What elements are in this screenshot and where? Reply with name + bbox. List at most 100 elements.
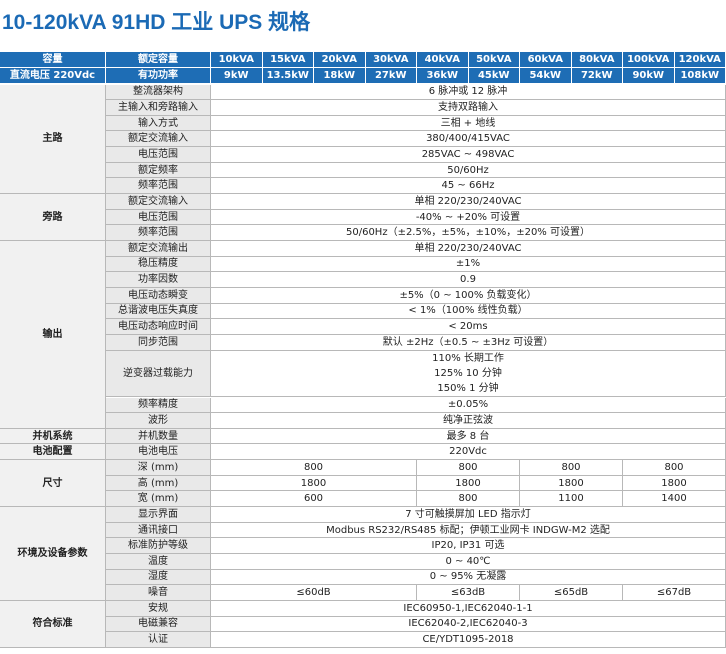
param-label: 波形	[106, 413, 211, 429]
header-power: 27kW	[365, 68, 417, 84]
header-capacity: 20kVA	[314, 52, 366, 68]
value-cell: 1400	[623, 491, 726, 508]
param-label: 输入方式	[106, 115, 211, 132]
header-capacity: 60kVA	[520, 52, 572, 68]
value-cell: ±5%（0 ~ 100% 负载变化）	[211, 287, 726, 304]
value-cell: 800	[623, 460, 726, 476]
param-label: 稳压精度	[106, 256, 211, 273]
value-cell: ≤67dB	[623, 585, 726, 601]
header-group: 容量	[0, 52, 106, 68]
param-label: 额定交流输入	[106, 194, 211, 210]
value-cell: 800	[211, 460, 417, 476]
param-label: 电磁兼容	[106, 616, 211, 633]
value-cell: ±1%	[211, 256, 726, 273]
header-capacity: 10kVA	[211, 52, 263, 68]
value-cell: IEC60950-1,IEC62040-1-1	[211, 600, 726, 617]
header-power: 72kW	[571, 68, 623, 84]
value-cell: 800	[417, 491, 520, 508]
param-label: 总谐波电压失真度	[106, 303, 211, 320]
param-label: 高 (mm)	[106, 475, 211, 492]
param-label: 额定交流输入	[106, 131, 211, 148]
value-cell: 单相 220/230/240VAC	[211, 241, 726, 257]
param-label: 额定频率	[106, 162, 211, 179]
value-cell: 1800	[211, 475, 417, 492]
param-label: 电压范围	[106, 147, 211, 163]
section-label: 符合标准	[0, 600, 106, 648]
value-cell: 0 ~ 40℃	[211, 554, 726, 570]
value-line: 110% 长期工作	[432, 353, 504, 365]
param-label: 标准防护等级	[106, 538, 211, 554]
param-label: 电压范围	[106, 209, 211, 226]
value-cell: 7 寸可触摸屏加 LED 指示灯	[211, 507, 726, 523]
value-cell: 0.9	[211, 272, 726, 288]
section-label: 输出	[0, 241, 106, 429]
header-capacity: 50kVA	[468, 52, 520, 68]
section-label: 环境及设备参数	[0, 507, 106, 601]
param-label: 额定交流输出	[106, 241, 211, 257]
header-power: 54kW	[520, 68, 572, 84]
param-label: 噪音	[106, 585, 211, 601]
section-label: 尺寸	[0, 460, 106, 508]
value-cell: 110% 长期工作 125% 10 分钟 150% 1 分钟	[211, 350, 726, 398]
param-label: 逆变器过载能力	[106, 350, 211, 398]
param-label: 电池电压	[106, 444, 211, 461]
value-cell: -40% ~ +20% 可设置	[211, 209, 726, 226]
param-label: 功率因数	[106, 272, 211, 288]
param-label: 频率范围	[106, 178, 211, 195]
value-line: 125% 10 分钟	[434, 368, 502, 380]
param-label: 宽 (mm)	[106, 491, 211, 508]
value-cell: ≤60dB	[211, 585, 417, 601]
param-label: 整流器架构	[106, 84, 211, 101]
value-cell: 800	[520, 460, 623, 476]
header-power: 45kW	[468, 68, 520, 84]
header-power: 90kW	[623, 68, 675, 84]
header-capacity: 30kVA	[365, 52, 417, 68]
value-cell: 支持双路输入	[211, 100, 726, 116]
param-label: 频率范围	[106, 225, 211, 241]
value-cell: 单相 220/230/240VAC	[211, 194, 726, 210]
value-line: 150% 1 分钟	[437, 383, 499, 395]
value-cell: ±0.05%	[211, 397, 726, 414]
value-cell: 6 脉冲或 12 脉冲	[211, 84, 726, 101]
value-cell: 220Vdc	[211, 444, 726, 461]
section-label: 旁路	[0, 194, 106, 241]
value-cell: 1800	[520, 475, 623, 492]
param-label: 深 (mm)	[106, 460, 211, 476]
value-cell: 三相 + 地线	[211, 115, 726, 132]
header-param: 额定容量	[106, 52, 211, 68]
page-title: 10-120kVA 91HD 工业 UPS 规格	[2, 11, 311, 34]
section-label: 并机系统	[0, 428, 106, 445]
param-label: 安规	[106, 600, 211, 617]
header-group: 直流电压 220Vdc	[0, 68, 106, 84]
header-power: 18kW	[314, 68, 366, 84]
param-label: 同步范围	[106, 334, 211, 351]
param-label: 温度	[106, 554, 211, 570]
section-label: 电池配置	[0, 444, 106, 461]
value-cell: 800	[417, 460, 520, 476]
section-label: 主路	[0, 84, 106, 195]
value-cell: CE/YDT1095-2018	[211, 632, 726, 648]
value-cell: 285VAC ~ 498VAC	[211, 147, 726, 163]
param-label: 电压动态响应时间	[106, 319, 211, 335]
value-cell: 1800	[417, 475, 520, 492]
header-power: 36kW	[417, 68, 469, 84]
value-cell: 380/400/415VAC	[211, 131, 726, 148]
header-power: 13.5kW	[262, 68, 314, 84]
value-cell: 45 ~ 66Hz	[211, 178, 726, 195]
value-cell: 0 ~ 95% 无凝露	[211, 569, 726, 586]
param-label: 湿度	[106, 569, 211, 586]
param-label: 主输入和旁路输入	[106, 100, 211, 116]
value-cell: < 20ms	[211, 319, 726, 335]
value-cell: 600	[211, 491, 417, 508]
header-capacity: 80kVA	[571, 52, 623, 68]
param-label: 电压动态瞬变	[106, 287, 211, 304]
value-cell: 默认 ±2Hz（±0.5 ~ ±3Hz 可设置）	[211, 334, 726, 351]
header-capacity: 15kVA	[262, 52, 314, 68]
value-cell: ≤65dB	[520, 585, 623, 601]
param-label: 频率精度	[106, 397, 211, 414]
value-cell: IEC62040-2,IEC62040-3	[211, 616, 726, 633]
value-cell: < 1%（100% 线性负载）	[211, 303, 726, 320]
param-label: 认证	[106, 632, 211, 648]
header-power: 9kW	[211, 68, 263, 84]
